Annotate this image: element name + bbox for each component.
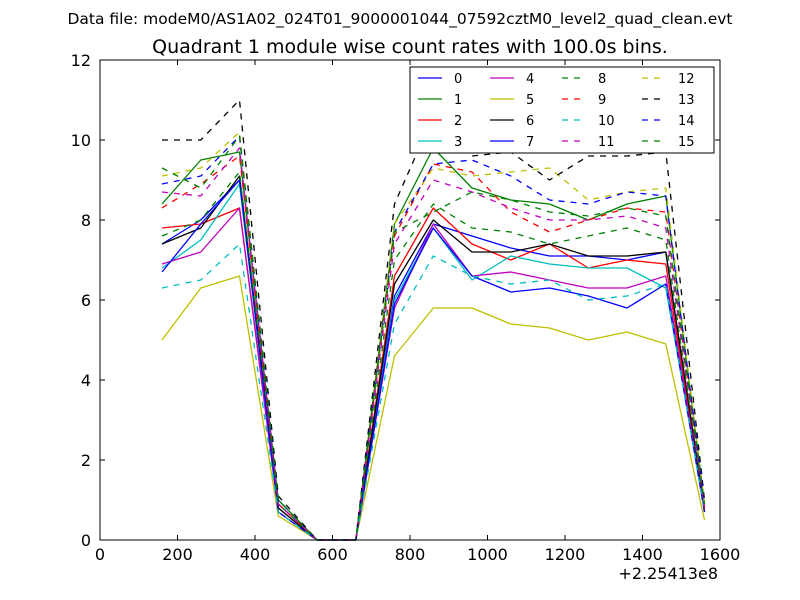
- x-tick-label: 1400: [622, 545, 663, 564]
- y-tick-label: 2: [81, 451, 91, 470]
- legend-label-10: 10: [598, 114, 615, 129]
- y-tick-label: 4: [81, 371, 91, 390]
- legend-label-14: 14: [678, 114, 695, 129]
- x-tick-label: 200: [162, 545, 193, 564]
- x-tick-label: 1000: [467, 545, 508, 564]
- series-line-7: [161, 179, 706, 541]
- y-tick-label: 10: [71, 131, 91, 150]
- x-axis: 0 200 400 600 800 1000 1200 1400 1600: [95, 60, 740, 564]
- legend-label-3: 3: [454, 135, 462, 150]
- legend-label-8: 8: [598, 72, 606, 87]
- series-line-15: [161, 135, 706, 541]
- y-tick-label: 6: [81, 291, 91, 310]
- legend-label-2: 2: [454, 114, 462, 129]
- legend-label-0: 0: [454, 72, 462, 87]
- y-tick-label: 0: [81, 531, 91, 550]
- legend-label-9: 9: [598, 93, 606, 108]
- x-tick-label: 800: [395, 545, 426, 564]
- legend-label-5: 5: [526, 93, 534, 108]
- y-tick-label: 12: [71, 51, 91, 70]
- series-line-4: [161, 207, 706, 541]
- legend-label-12: 12: [678, 72, 695, 87]
- x-tick-label: 1600: [700, 545, 741, 564]
- x-tick-label: 1200: [545, 545, 586, 564]
- legend-label-13: 13: [678, 93, 695, 108]
- y-tick-label: 8: [81, 211, 91, 230]
- legend-label-15: 15: [678, 135, 695, 150]
- x-tick-label: 600: [317, 545, 348, 564]
- series-line-5: [161, 275, 706, 541]
- series-line-9: [161, 155, 706, 541]
- series-line-11: [161, 147, 706, 541]
- x-tick-label: 400: [240, 545, 271, 564]
- legend-label-6: 6: [526, 114, 534, 129]
- legend-box: [409, 66, 715, 154]
- x-offset-label: +2.25413e8: [618, 564, 718, 583]
- series-line-8: [161, 171, 706, 541]
- legend-label-11: 11: [598, 135, 615, 150]
- legend-label-7: 7: [526, 135, 534, 150]
- legend-label-4: 4: [526, 72, 534, 87]
- chart-title: Quadrant 1 module wise count rates with …: [152, 36, 668, 58]
- chart-suptitle: Data file: modeM0/AS1A02_024T01_90000010…: [67, 10, 732, 29]
- legend-label-1: 1: [454, 93, 462, 108]
- x-tick-label: 0: [95, 545, 105, 564]
- series-line-10: [161, 243, 706, 541]
